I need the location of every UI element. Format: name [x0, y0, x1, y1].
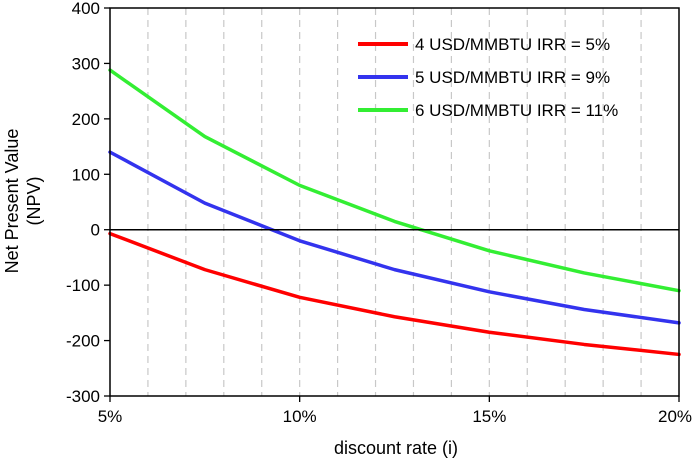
y-tick-label-7: -300	[66, 387, 100, 406]
x-tick-label-0: 5%	[98, 407, 123, 426]
series-line-0	[108, 231, 681, 357]
series-line-2	[108, 68, 681, 293]
y-tick-label-4: 0	[91, 221, 100, 240]
axes-layer	[109, 7, 680, 397]
plot-frame	[109, 7, 680, 397]
legend: 4 USD/MMBTU IRR = 5% 5 USD/MMBTU IRR = 9%…	[358, 35, 618, 120]
y-axis-title-line2: (NPV)	[24, 177, 44, 226]
y-tick-label-6: -200	[66, 332, 100, 351]
series-line-1	[108, 150, 681, 325]
y-tick-label-1: 300	[72, 54, 100, 73]
x-axis-title: discount rate (i)	[334, 438, 458, 458]
legend-label-1: 5 USD/MMBTU IRR = 9%	[415, 68, 610, 87]
x-tick-label-3: 20%	[658, 407, 692, 426]
y-tick-label-2: 200	[72, 110, 100, 129]
y-axis-title-line1: Net Present Value	[2, 129, 22, 274]
grid-layer	[147, 8, 642, 396]
y-tick-label-3: 100	[72, 165, 100, 184]
legend-label-2: 6 USD/MMBTU IRR = 11%	[415, 101, 618, 120]
x-tick-label-2: 15%	[472, 407, 506, 426]
legend-label-0: 4 USD/MMBTU IRR = 5%	[415, 35, 610, 54]
series-layer	[108, 68, 681, 357]
y-tick-label-0: 400	[72, 0, 100, 18]
x-tick-label-1: 10%	[283, 407, 317, 426]
y-tick-label-5: -100	[66, 276, 100, 295]
